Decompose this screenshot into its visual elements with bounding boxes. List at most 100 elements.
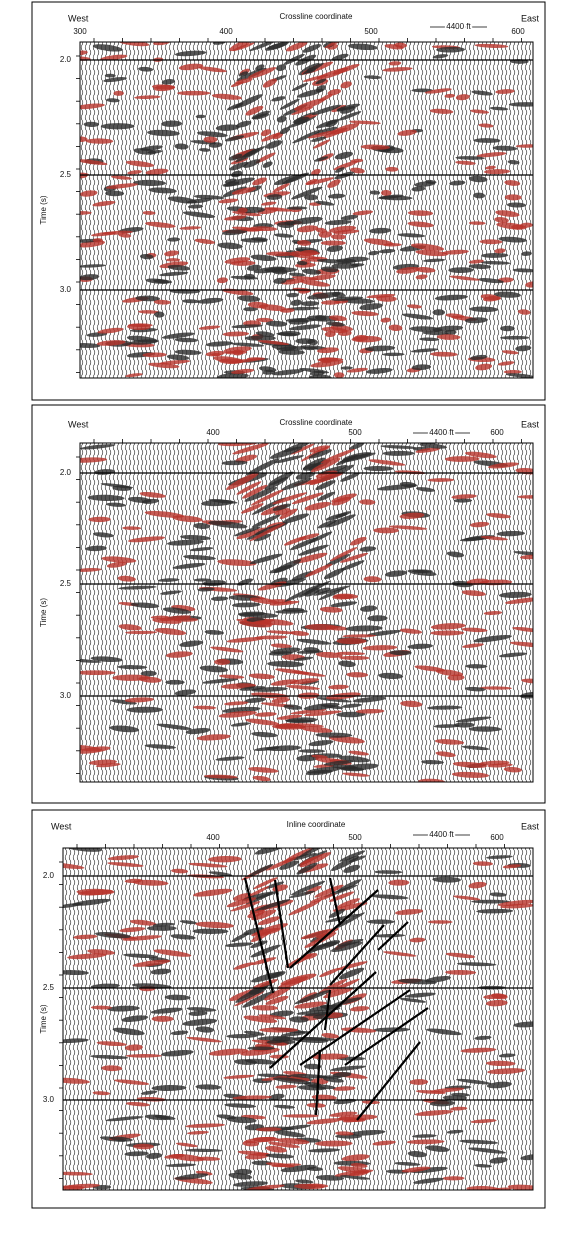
reflector xyxy=(480,261,511,265)
reflector xyxy=(355,709,385,714)
east-label: East xyxy=(521,821,540,831)
reflector xyxy=(147,129,180,137)
reflector xyxy=(299,848,331,858)
reflector xyxy=(350,263,365,267)
reflector xyxy=(289,1016,309,1023)
reflector xyxy=(169,1153,205,1162)
reflector xyxy=(296,1009,335,1015)
reflector xyxy=(234,1168,253,1175)
reflector xyxy=(208,855,242,863)
reflector xyxy=(283,536,307,546)
reflector xyxy=(319,93,333,102)
reflector xyxy=(331,296,364,301)
reflector xyxy=(195,114,206,119)
reflector xyxy=(324,913,361,923)
reflector xyxy=(449,180,466,186)
reflector xyxy=(310,458,341,473)
reflector xyxy=(324,331,336,337)
reflector xyxy=(385,166,399,172)
reflector xyxy=(223,1074,255,1079)
reflector xyxy=(317,491,335,502)
reflector xyxy=(339,1175,371,1180)
reflector xyxy=(388,61,402,66)
reflector xyxy=(315,587,331,594)
reflector xyxy=(257,340,290,345)
reflector xyxy=(242,990,276,1008)
reflector xyxy=(215,756,245,761)
reflector xyxy=(336,711,366,718)
reflector xyxy=(407,643,433,649)
reflector xyxy=(247,1046,275,1051)
reflector xyxy=(103,77,127,83)
reflector xyxy=(148,187,177,194)
reflector xyxy=(251,731,278,738)
reflector xyxy=(313,139,331,149)
reflector xyxy=(243,1015,278,1023)
reflector xyxy=(271,369,305,376)
reflector xyxy=(336,258,357,264)
reflector xyxy=(88,759,117,766)
reflector xyxy=(154,311,165,318)
reflector xyxy=(335,1131,354,1136)
reflector xyxy=(251,971,283,983)
reflector xyxy=(423,258,446,263)
reflector xyxy=(285,717,318,724)
reflector xyxy=(304,943,327,955)
reflector xyxy=(307,130,339,139)
reflector xyxy=(475,363,493,371)
reflector xyxy=(311,168,321,176)
reflector xyxy=(105,1116,144,1122)
reflector xyxy=(161,1049,194,1057)
y-tick-label: 2.5 xyxy=(60,170,72,179)
reflector xyxy=(465,664,488,669)
reflector xyxy=(315,78,327,85)
reflector xyxy=(288,272,306,277)
reflector xyxy=(231,368,255,374)
reflector xyxy=(195,1084,222,1090)
reflector xyxy=(340,81,352,89)
y-tick-label: 3.0 xyxy=(43,1095,55,1104)
plot-border xyxy=(79,41,534,379)
reflector xyxy=(217,443,258,447)
reflector xyxy=(307,292,341,300)
reflector xyxy=(350,167,365,174)
reflector xyxy=(476,908,514,914)
reflector xyxy=(201,499,234,507)
reflector xyxy=(148,362,180,369)
reflector xyxy=(323,567,345,580)
reflector xyxy=(495,210,520,217)
reflector xyxy=(118,585,157,590)
reflector xyxy=(370,894,409,900)
reflector xyxy=(290,299,303,306)
reflector xyxy=(127,323,151,330)
reflector xyxy=(273,559,302,574)
reflector xyxy=(80,444,116,450)
reflector xyxy=(478,760,510,766)
reflector xyxy=(179,920,198,925)
reflector xyxy=(459,536,490,542)
reflector xyxy=(380,317,392,323)
reflector xyxy=(249,523,285,542)
reflector xyxy=(87,494,125,502)
reflector xyxy=(430,623,466,630)
reflector xyxy=(276,115,287,123)
reflector xyxy=(133,179,167,187)
reflector xyxy=(384,44,404,50)
reflector xyxy=(335,511,352,518)
reflector xyxy=(516,495,533,499)
reflector xyxy=(318,588,345,600)
reflector xyxy=(266,320,288,327)
reflector xyxy=(497,361,515,366)
reflector xyxy=(399,997,427,1003)
reflector xyxy=(240,1047,280,1056)
reflector xyxy=(520,554,533,560)
reflector xyxy=(247,67,277,79)
reflector xyxy=(382,450,415,456)
reflector xyxy=(248,673,275,679)
reflector xyxy=(63,862,85,869)
reflector xyxy=(266,1039,286,1044)
reflector xyxy=(87,949,116,955)
reflector xyxy=(236,120,252,128)
reflector xyxy=(332,1071,352,1078)
reflector xyxy=(400,700,423,708)
